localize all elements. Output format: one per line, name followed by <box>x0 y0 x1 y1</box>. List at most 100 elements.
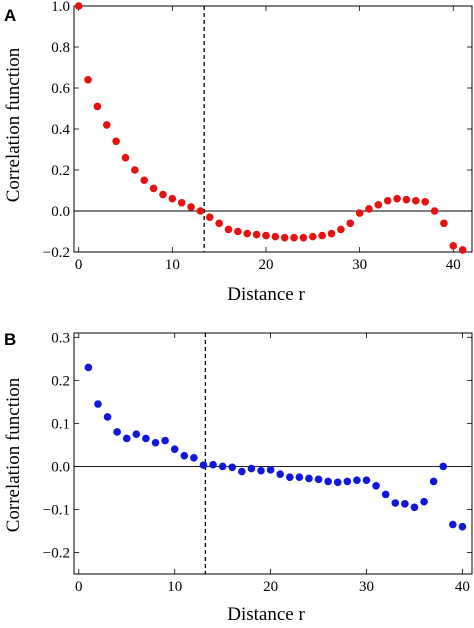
panel-a-data-point <box>74 2 83 10</box>
panel-a-data-point <box>262 231 270 240</box>
panel-a-y-tick-label: 0.0 <box>51 204 70 220</box>
panel-b-data-point <box>84 363 93 372</box>
panel-b-data-point <box>218 462 227 471</box>
panel-b-data-point <box>94 400 102 408</box>
panel-b-data-point <box>324 477 332 486</box>
panel-b-y-tick-label: 0.0 <box>51 459 70 475</box>
panel-a-plot: 0 10 20 30 40 −0.2 0.0 0.2 0.4 0.6 0.8 1.0 <box>43 0 473 273</box>
panel-b-data-point <box>142 434 150 443</box>
panel-a-data-point <box>290 233 298 242</box>
panel-b-data-point <box>381 490 390 499</box>
panel-a-data-point <box>224 225 233 234</box>
panel-a-x-tick-label: 10 <box>165 257 180 273</box>
panel-a-data-point <box>159 190 167 199</box>
panel-a-x-tick-label: 0 <box>75 257 83 273</box>
panel-a-data-point <box>440 219 448 228</box>
panel-a-data-point <box>243 229 252 238</box>
panel-b-x-tick-label: 0 <box>75 579 83 595</box>
panel-a-x-tick-label: 20 <box>258 257 273 273</box>
panel-a-data-point <box>355 209 364 217</box>
panel-a-data-point <box>93 102 102 111</box>
panel-b-data-point <box>170 445 179 453</box>
panel-label-b: B <box>4 330 16 349</box>
panel-b-x-tick-label: 20 <box>263 579 278 595</box>
panel-b-data-point <box>420 497 428 506</box>
panel-a-y-tick-label: −0.2 <box>43 245 70 261</box>
panel-b-plot: 0 10 20 30 40 −0.2 −0.1 0.0 0.1 0.2 0.3 <box>43 330 473 595</box>
panel-b-data-point <box>238 467 246 476</box>
panel-b-data-point <box>209 460 217 469</box>
panel-b-y-tick-label: −0.2 <box>43 545 70 561</box>
panel-b-data-point <box>362 476 371 484</box>
panel-a-x-tick-label: 30 <box>352 257 367 273</box>
panel-b-data-point <box>122 434 131 443</box>
panel-a-data-point <box>402 195 411 204</box>
panel-a-data-point <box>421 197 429 206</box>
panel-b-data-point <box>190 454 198 462</box>
panel-b-x-tick-label: 40 <box>455 579 470 595</box>
panel-a-frame <box>73 5 473 253</box>
panel-a-data-point <box>149 184 158 193</box>
panel-b-data-point <box>285 473 294 481</box>
panel-a-data-point <box>280 233 289 242</box>
panel-b-data-point <box>276 470 284 478</box>
panel-b-data-point <box>410 503 419 512</box>
panel-b-data-point <box>314 475 323 484</box>
panel-a-data-point <box>374 201 383 209</box>
panel-b-data-point <box>132 430 141 438</box>
panel-b-data-point <box>429 477 438 486</box>
panel-a-data-point <box>458 246 467 254</box>
panel-a-data-point <box>318 231 326 240</box>
panel-b-data-point <box>113 428 121 436</box>
panel-a-data-point <box>234 227 242 236</box>
panel-b-data-point <box>295 473 304 481</box>
panel-b-y-tick-label: 0.2 <box>51 373 70 389</box>
panel-a-y-axis-title: Correlation function <box>3 47 24 202</box>
panel-b-y-tick-label: −0.1 <box>43 502 70 518</box>
panel-a-data-point <box>365 205 373 213</box>
panel-b-data-point <box>266 466 275 474</box>
panel-b-data-point <box>401 500 409 508</box>
panel-a-data-point <box>252 230 261 239</box>
panel-a-data-point <box>140 176 149 185</box>
panel-a-data-point <box>299 233 308 242</box>
panel-a-y-tick-label: 1.0 <box>51 0 70 15</box>
panel-a-data-point <box>271 232 280 241</box>
panel-a-data-point <box>309 232 317 241</box>
panel-b-data-point <box>151 438 160 447</box>
panel-a-data-point <box>177 199 186 207</box>
panel-label-a: A <box>4 6 16 25</box>
panel-b-data-point <box>199 461 208 469</box>
panel-b-x-tick-label: 30 <box>359 579 374 595</box>
panel-b-y-tick-label: 0.1 <box>51 416 70 432</box>
panel-a-data-point <box>187 203 195 211</box>
panel-b-data-point <box>257 466 265 475</box>
panel-b-x-tick-label: 10 <box>167 579 182 595</box>
panel-b-data-point <box>103 413 112 421</box>
panel-b-frame <box>73 332 473 575</box>
panel-a-data-point <box>393 194 401 203</box>
panel-b-data-point <box>372 481 380 490</box>
panel-a-data-point <box>412 196 420 205</box>
panel-a-data-point <box>383 196 392 205</box>
panel-a-data-point <box>168 194 177 203</box>
panel-a-data-point <box>337 225 345 234</box>
panel-a-data-point <box>102 121 111 129</box>
panel-b-data-point <box>391 499 400 507</box>
panel-a-y-tick-label: 0.6 <box>51 81 70 97</box>
panel-a-data-point <box>430 207 439 215</box>
panel-a-data-point <box>112 137 120 146</box>
panel-a-data-point <box>346 219 355 228</box>
panel-b-data-point <box>180 451 189 460</box>
panel-b-data-point <box>161 436 169 445</box>
panel-b-data-point <box>439 462 448 471</box>
panel-b-y-tick-label: 0.3 <box>51 330 70 346</box>
panel-a-data-point <box>327 229 336 238</box>
panel-b-data-point <box>333 478 342 487</box>
panel-b-data-point <box>458 522 467 531</box>
panel-a-data-point <box>449 242 458 250</box>
panel-a-x-tick-label: 40 <box>446 257 461 273</box>
panel-a-y-tick-label: 0.4 <box>51 122 70 138</box>
panel-b-data-point <box>343 477 352 486</box>
